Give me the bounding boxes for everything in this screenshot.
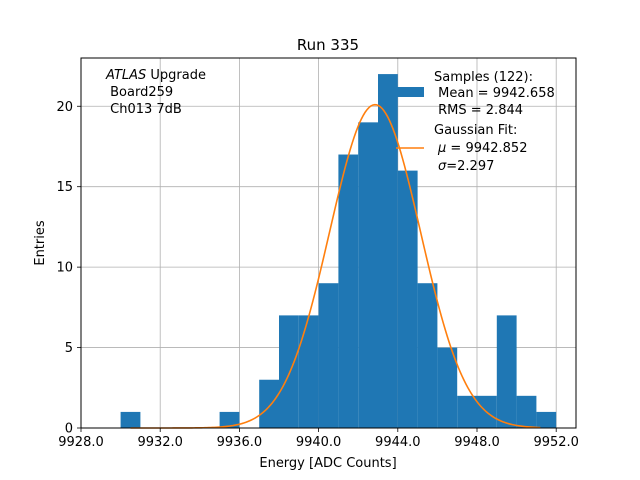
legend-samples-title: Samples (122): [434,70,533,85]
histogram-bar-2 [259,379,279,428]
histogram-bar-7 [358,122,378,428]
histogram-bar-10 [417,283,438,428]
y-tick-label-3: 15 [56,180,73,195]
histogram-bar-12 [457,395,477,428]
annotation-atlas: ATLAS [105,68,146,83]
y-tick-label-4: 20 [56,100,73,115]
annotation-board: Board259 [106,85,173,100]
legend: Samples (122): Mean = 9942.658 RMS = 2.8… [396,70,555,174]
legend-mu-symbol: μ [437,141,446,156]
x-tick-label-6: 9952.0 [533,435,579,450]
chart-title: Run 335 [297,36,359,54]
legend-fit-sigma: σ=2.297 [438,159,494,174]
legend-mu-value: = 9942.852 [446,141,527,156]
legend-sigma-value: =2.297 [446,159,494,174]
y-axis-label: Entries [33,220,48,266]
y-tick-label-1: 5 [65,341,73,356]
x-axis-label: Energy [ADC Counts] [259,456,396,471]
legend-fit-mu: μ = 9942.852 [437,141,527,156]
legend-samples-rms: RMS = 2.844 [434,103,523,118]
legend-samples-swatch [396,87,424,97]
histogram-bar-0 [120,411,141,428]
histogram-bars [120,74,557,429]
legend-fit-title: Gaussian Fit: [434,123,517,138]
histogram-bar-6 [338,154,359,429]
x-tick-label-2: 9936.0 [217,435,263,450]
annotation-line-1: ATLAS Upgrade [105,68,206,83]
x-tick-label-0: 9928.0 [58,435,104,450]
histogram-bar-5 [318,283,339,428]
annotation-upgrade: Upgrade [146,68,206,83]
histogram-bar-9 [397,170,418,428]
y-axis-ticks: 0 5 10 15 20 [56,100,81,437]
x-tick-label-3: 9940.0 [296,435,342,450]
y-tick-label-2: 10 [56,261,73,276]
legend-samples-mean: Mean = 9942.658 [434,86,555,101]
x-tick-label-5: 9948.0 [454,435,500,450]
legend-sigma-symbol: σ [438,159,447,174]
histogram-bar-16 [536,411,557,428]
annotation-channel: Ch013 7dB [106,102,182,117]
histogram-bar-15 [516,395,537,428]
histogram-bar-8 [378,74,398,428]
histogram-bar-3 [279,315,299,428]
histogram-bar-11 [437,347,458,428]
x-tick-label-4: 9944.0 [375,435,421,450]
histogram-bar-4 [298,315,319,428]
atlas-annotation: ATLAS Upgrade Board259 Ch013 7dB [105,68,206,117]
y-tick-label-0: 0 [65,422,73,437]
histogram-bar-14 [496,315,517,428]
histogram-bar-1 [219,411,240,428]
x-tick-label-1: 9932.0 [137,435,183,450]
x-axis-ticks: 9928.0 9932.0 9936.0 9940.0 9944.0 9948.0 9952… [58,428,579,450]
plot-frame [80,57,577,429]
